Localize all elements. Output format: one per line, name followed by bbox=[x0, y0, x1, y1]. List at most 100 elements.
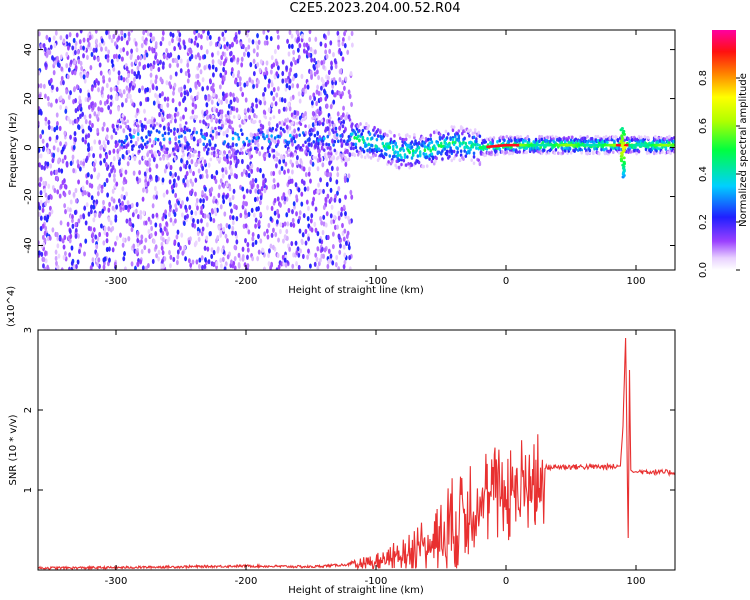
heatmap-cell bbox=[55, 98, 58, 104]
heatmap-cell bbox=[232, 260, 236, 266]
heatmap-cell bbox=[270, 136, 274, 142]
heatmap-cell bbox=[462, 157, 465, 161]
heatmap-cell bbox=[165, 221, 168, 227]
heatmap-cell bbox=[464, 154, 468, 158]
heatmap-cell bbox=[151, 84, 155, 91]
heatmap-cell bbox=[44, 192, 48, 198]
heatmap-cell bbox=[282, 106, 286, 112]
heatmap-cell bbox=[178, 32, 182, 38]
heatmap-cell bbox=[307, 171, 311, 177]
heatmap-cell bbox=[138, 169, 142, 176]
heatmap-cell bbox=[52, 70, 56, 76]
heatmap-cell bbox=[430, 140, 434, 144]
heatmap-cell bbox=[230, 208, 233, 214]
heatmap-cell bbox=[288, 85, 292, 91]
heatmap-cell bbox=[206, 30, 210, 36]
heatmap-cell bbox=[402, 158, 406, 163]
heatmap-cell bbox=[154, 231, 158, 237]
heatmap-cell bbox=[171, 57, 175, 64]
heatmap-cell bbox=[177, 175, 180, 181]
heatmap-cell bbox=[225, 41, 229, 47]
heatmap-cell bbox=[331, 260, 335, 266]
heatmap-cell bbox=[272, 87, 276, 93]
heatmap-cell bbox=[134, 41, 138, 47]
heatmap-cell bbox=[330, 204, 334, 210]
heatmap-cell bbox=[141, 265, 145, 270]
heatmap-cell bbox=[189, 190, 192, 196]
heatmap-cell bbox=[325, 211, 329, 217]
heatmap-cell bbox=[348, 93, 352, 99]
heatmap-cell bbox=[329, 253, 333, 259]
heatmap-cell bbox=[99, 100, 103, 106]
heatmap-cell bbox=[109, 101, 113, 107]
heatmap-cell bbox=[400, 155, 403, 160]
heatmap-cell bbox=[206, 246, 210, 252]
heatmap-cell bbox=[252, 212, 256, 218]
heatmap-cell bbox=[52, 35, 56, 41]
heatmap-cell bbox=[153, 185, 157, 191]
heatmap-cell bbox=[78, 39, 82, 45]
heatmap-cell bbox=[74, 187, 78, 194]
heatmap-cell bbox=[214, 143, 217, 148]
heatmap-cell bbox=[197, 168, 201, 174]
heatmap-cell bbox=[100, 223, 103, 229]
heatmap-cell bbox=[183, 130, 187, 135]
heatmap-cell bbox=[180, 232, 184, 238]
heatmap-cell bbox=[571, 135, 574, 140]
heatmap-cell bbox=[233, 255, 237, 262]
heatmap-cell bbox=[149, 66, 153, 72]
heatmap-cell bbox=[315, 256, 319, 262]
heatmap-cell bbox=[56, 55, 59, 62]
heatmap-cell bbox=[220, 247, 224, 254]
heatmap-cell bbox=[397, 158, 401, 163]
heatmap-cell bbox=[212, 106, 216, 112]
heatmap-cell bbox=[169, 119, 173, 124]
heatmap-cell bbox=[217, 132, 221, 136]
heatmap-cell bbox=[310, 100, 314, 106]
heatmap-cell bbox=[219, 257, 223, 263]
heatmap-cell bbox=[106, 127, 109, 133]
heatmap-cell bbox=[332, 52, 335, 58]
heatmap-cell bbox=[434, 159, 437, 164]
heatmap-cell bbox=[153, 123, 156, 128]
heatmap-cell bbox=[46, 235, 50, 241]
heatmap-cell bbox=[262, 132, 265, 137]
heatmap-cell bbox=[298, 98, 302, 104]
heatmap-cell bbox=[148, 132, 152, 137]
heatmap-cell bbox=[445, 149, 449, 154]
heatmap-cell bbox=[124, 204, 128, 211]
heatmap-cell bbox=[472, 161, 476, 166]
heatmap-cell bbox=[173, 112, 177, 118]
heatmap-cell bbox=[280, 261, 284, 267]
heatmap-cell bbox=[254, 140, 257, 146]
heatmap-cell bbox=[106, 139, 110, 146]
heatmap-cell bbox=[50, 125, 54, 131]
heatmap-cell bbox=[87, 142, 90, 148]
heatmap-cell bbox=[329, 213, 333, 219]
heatmap-cell bbox=[310, 57, 314, 63]
heatmap-cell bbox=[647, 145, 650, 150]
heatmap-cell bbox=[265, 34, 269, 41]
snr-x-axis: -300 -200 -100 0 100 bbox=[105, 330, 646, 587]
heatmap-cell bbox=[253, 196, 257, 203]
heatmap-cell bbox=[184, 106, 188, 113]
heatmap-cell bbox=[169, 164, 173, 171]
heatmap-cell bbox=[347, 35, 351, 41]
heatmap-cell bbox=[217, 98, 221, 104]
heatmap-cell bbox=[350, 194, 354, 200]
heatmap-cell bbox=[207, 96, 211, 102]
heatmap-cell bbox=[179, 143, 182, 148]
heatmap-cell bbox=[103, 157, 106, 164]
heatmap-cell bbox=[198, 119, 202, 124]
heatmap-cell bbox=[343, 252, 347, 258]
heatmap-cell bbox=[119, 75, 123, 81]
heatmap-cell bbox=[91, 232, 95, 238]
heatmap-cell bbox=[130, 261, 134, 267]
heatmap-cell bbox=[191, 97, 195, 103]
heatmap-cell bbox=[348, 254, 352, 261]
heatmap-cell bbox=[291, 162, 295, 168]
heatmap-cell bbox=[102, 240, 106, 246]
heatmap-cell bbox=[347, 89, 351, 95]
heatmap-cell bbox=[312, 155, 316, 160]
x-tick-label: 0 bbox=[503, 576, 509, 587]
